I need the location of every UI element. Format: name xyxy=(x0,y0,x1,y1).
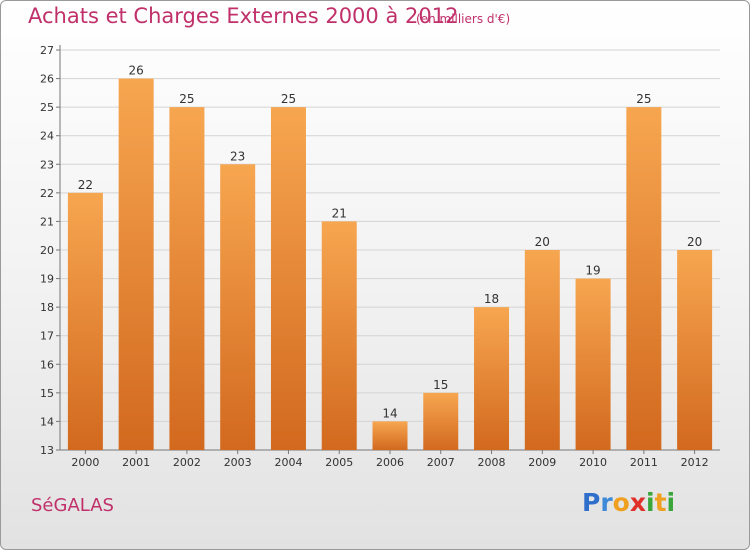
chart-subtitle: (en milliers d'€) xyxy=(416,12,511,26)
y-tick-label: 16 xyxy=(40,358,54,371)
data-label-2003: 23 xyxy=(230,149,245,163)
data-label-2012: 20 xyxy=(687,235,702,249)
bars: 22 26 25 23 25 21 14 15 18 20 19 25 20 xyxy=(67,64,713,451)
bar-2009 xyxy=(524,250,560,450)
x-tick-label-2004: 2004 xyxy=(274,456,302,469)
x-tick-label-2002: 2002 xyxy=(173,456,201,469)
data-label-2004: 25 xyxy=(281,92,296,106)
y-tick-label: 13 xyxy=(40,444,54,457)
logo-letter: x xyxy=(629,488,646,517)
logo-letter: t xyxy=(654,488,667,517)
data-label-2008: 18 xyxy=(484,292,499,306)
bar-2012 xyxy=(677,250,713,450)
y-tick-label: 25 xyxy=(40,101,54,114)
commune-name: SéGALAS xyxy=(31,495,114,516)
data-label-2007: 15 xyxy=(433,378,448,392)
bar-2001 xyxy=(118,78,154,451)
y-tick-label: 14 xyxy=(40,415,54,428)
data-label-2005: 21 xyxy=(332,206,347,220)
x-tick-label-2012: 2012 xyxy=(681,456,709,469)
y-tick-label: 26 xyxy=(40,73,54,86)
x-tick-label-2011: 2011 xyxy=(630,456,658,469)
y-tick-label: 24 xyxy=(40,130,54,143)
grid-lines xyxy=(60,49,720,451)
x-tick-label-2006: 2006 xyxy=(376,456,404,469)
logo-letter: i xyxy=(646,488,655,517)
x-tick-label-2007: 2007 xyxy=(427,456,455,469)
bar-2008 xyxy=(474,307,510,450)
data-label-2010: 19 xyxy=(585,264,600,278)
x-tick-label-2000: 2000 xyxy=(71,456,99,469)
logo-letter: P xyxy=(582,488,601,517)
bar-2006 xyxy=(372,421,408,450)
x-tick-label-2009: 2009 xyxy=(528,456,556,469)
data-label-2000: 22 xyxy=(78,178,93,192)
y-tick-labels: 13 14 15 16 17 18 19 20 21 22 23 24 25 26 27 xyxy=(40,44,54,457)
bar-2000 xyxy=(67,192,103,450)
data-label-2006: 14 xyxy=(382,406,397,420)
logo-letter: o xyxy=(612,488,630,517)
x-tick-label-2003: 2003 xyxy=(224,456,252,469)
y-tick-label: 22 xyxy=(40,187,54,200)
x-tick-label-2008: 2008 xyxy=(478,456,506,469)
bar-2007 xyxy=(423,392,459,450)
y-tick-label: 19 xyxy=(40,273,54,286)
chart-title: Achats et Charges Externes 2000 à 2012 xyxy=(28,4,459,28)
logo-letter: i xyxy=(666,488,676,517)
data-label-2011: 25 xyxy=(636,92,651,106)
data-label-2001: 26 xyxy=(129,64,144,78)
y-tick-label: 23 xyxy=(40,158,54,171)
x-tick-label-2005: 2005 xyxy=(325,456,353,469)
bar-2011 xyxy=(626,107,662,451)
bar-2003 xyxy=(220,164,256,451)
x-tick-label-2001: 2001 xyxy=(122,456,150,469)
bar-2010 xyxy=(575,278,611,450)
y-tick-label: 27 xyxy=(40,44,54,57)
x-tick-labels: 2000 2001 2002 2003 2004 2005 2006 2007 2008 2009… xyxy=(71,456,708,469)
data-label-2009: 20 xyxy=(535,235,550,249)
y-tick-label: 17 xyxy=(40,330,54,343)
bar-2002 xyxy=(169,107,205,451)
data-label-2002: 25 xyxy=(179,92,194,106)
x-tick-label-2010: 2010 xyxy=(579,456,607,469)
bar-2005 xyxy=(321,221,357,450)
y-tick-label: 15 xyxy=(40,387,54,400)
y-tick-label: 18 xyxy=(40,301,54,314)
y-tick-label: 20 xyxy=(40,244,54,257)
logo-letter: r xyxy=(600,488,613,517)
y-tick-label: 21 xyxy=(40,215,54,228)
bar-2004 xyxy=(270,107,306,451)
proxiti-logo: Proxiti xyxy=(582,488,675,517)
